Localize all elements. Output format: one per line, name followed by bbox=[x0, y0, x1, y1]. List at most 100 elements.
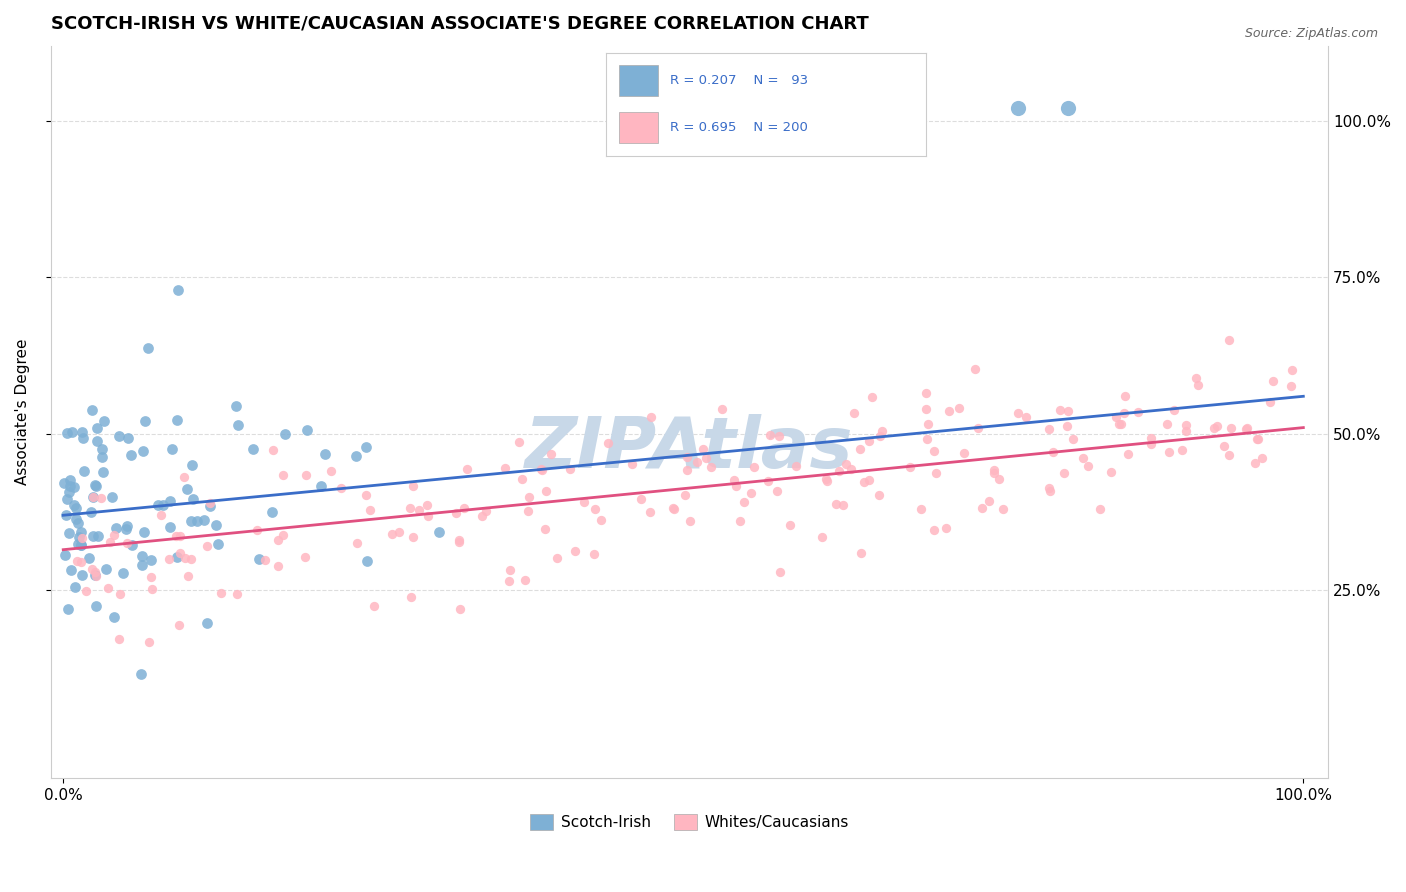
Point bbox=[1053, 466, 1076, 480]
Point bbox=[925, 466, 948, 480]
Point bbox=[740, 486, 762, 500]
Point bbox=[835, 458, 858, 472]
Point bbox=[1247, 432, 1270, 446]
Point bbox=[205, 518, 228, 533]
Point bbox=[1128, 405, 1150, 419]
Point bbox=[725, 479, 748, 493]
Point bbox=[1246, 433, 1268, 447]
Point bbox=[733, 494, 755, 508]
Point bbox=[226, 587, 249, 601]
Point bbox=[1114, 389, 1136, 403]
Point bbox=[225, 399, 247, 413]
Point bbox=[1056, 101, 1078, 115]
Point bbox=[416, 498, 439, 512]
Point bbox=[1244, 456, 1267, 470]
Point bbox=[546, 551, 568, 566]
Point bbox=[1057, 404, 1080, 418]
Point bbox=[1218, 334, 1240, 348]
Point bbox=[70, 555, 93, 569]
Point bbox=[1049, 403, 1071, 417]
Point bbox=[842, 406, 865, 420]
Point bbox=[935, 521, 957, 535]
Point bbox=[852, 475, 875, 489]
Point bbox=[356, 440, 378, 454]
Point bbox=[977, 494, 1000, 508]
Point bbox=[429, 524, 451, 539]
Point bbox=[447, 533, 470, 547]
Point bbox=[756, 474, 779, 488]
Point bbox=[1175, 418, 1198, 433]
Point bbox=[948, 401, 970, 416]
Point bbox=[121, 538, 143, 552]
Point bbox=[60, 425, 83, 439]
Point bbox=[72, 532, 94, 546]
Point bbox=[869, 429, 891, 443]
Point bbox=[69, 538, 91, 552]
Point bbox=[84, 479, 107, 493]
Point bbox=[169, 529, 191, 543]
Point bbox=[1015, 409, 1038, 424]
Point bbox=[117, 536, 139, 550]
Point bbox=[564, 544, 586, 558]
Point bbox=[58, 602, 80, 616]
Point bbox=[983, 466, 1005, 480]
Point bbox=[295, 467, 318, 482]
Point bbox=[1184, 371, 1206, 385]
Point bbox=[408, 503, 430, 517]
Point bbox=[139, 570, 162, 584]
Point bbox=[131, 558, 153, 573]
Point bbox=[695, 451, 717, 466]
Point bbox=[620, 457, 643, 471]
Point bbox=[811, 530, 834, 544]
Point bbox=[65, 501, 87, 516]
Point bbox=[97, 581, 120, 595]
Point bbox=[93, 414, 115, 428]
Point bbox=[193, 512, 215, 526]
Text: SCOTCH-IRISH VS WHITE/CAUCASIAN ASSOCIATE'S DEGREE CORRELATION CHART: SCOTCH-IRISH VS WHITE/CAUCASIAN ASSOCIAT… bbox=[51, 15, 869, 33]
Point bbox=[1056, 419, 1078, 434]
Point bbox=[63, 499, 86, 513]
Point bbox=[530, 462, 553, 476]
Point bbox=[1039, 483, 1062, 498]
Point bbox=[1007, 101, 1029, 115]
Point bbox=[83, 477, 105, 491]
Point bbox=[531, 462, 554, 476]
Point bbox=[768, 429, 790, 443]
Point bbox=[1099, 465, 1122, 479]
Point bbox=[453, 501, 475, 516]
Point bbox=[90, 491, 112, 505]
Point bbox=[849, 442, 872, 456]
Point bbox=[131, 549, 153, 563]
Point bbox=[1163, 403, 1185, 417]
Point bbox=[922, 444, 945, 458]
Point bbox=[924, 524, 946, 538]
Point bbox=[870, 424, 893, 438]
Point bbox=[69, 524, 91, 539]
Point bbox=[1140, 431, 1163, 445]
Point bbox=[1105, 410, 1128, 425]
Point bbox=[80, 402, 103, 417]
Point bbox=[242, 442, 264, 457]
Text: ZIPAtlas: ZIPAtlas bbox=[526, 414, 853, 483]
Point bbox=[65, 511, 87, 525]
Point bbox=[860, 391, 883, 405]
Point bbox=[169, 546, 191, 560]
Point bbox=[83, 568, 105, 582]
Point bbox=[1038, 421, 1060, 435]
Point bbox=[129, 667, 152, 681]
Point bbox=[630, 491, 652, 506]
Point bbox=[91, 466, 114, 480]
Point bbox=[1088, 502, 1111, 516]
Point bbox=[494, 461, 516, 475]
Point bbox=[134, 414, 156, 428]
Point bbox=[508, 434, 530, 449]
Point bbox=[295, 424, 318, 438]
Point bbox=[572, 494, 595, 508]
Point bbox=[157, 551, 180, 566]
Point bbox=[700, 460, 723, 475]
Point bbox=[169, 617, 191, 632]
Point bbox=[640, 505, 662, 519]
Point bbox=[134, 524, 156, 539]
Point bbox=[675, 450, 697, 464]
Point bbox=[103, 528, 125, 542]
